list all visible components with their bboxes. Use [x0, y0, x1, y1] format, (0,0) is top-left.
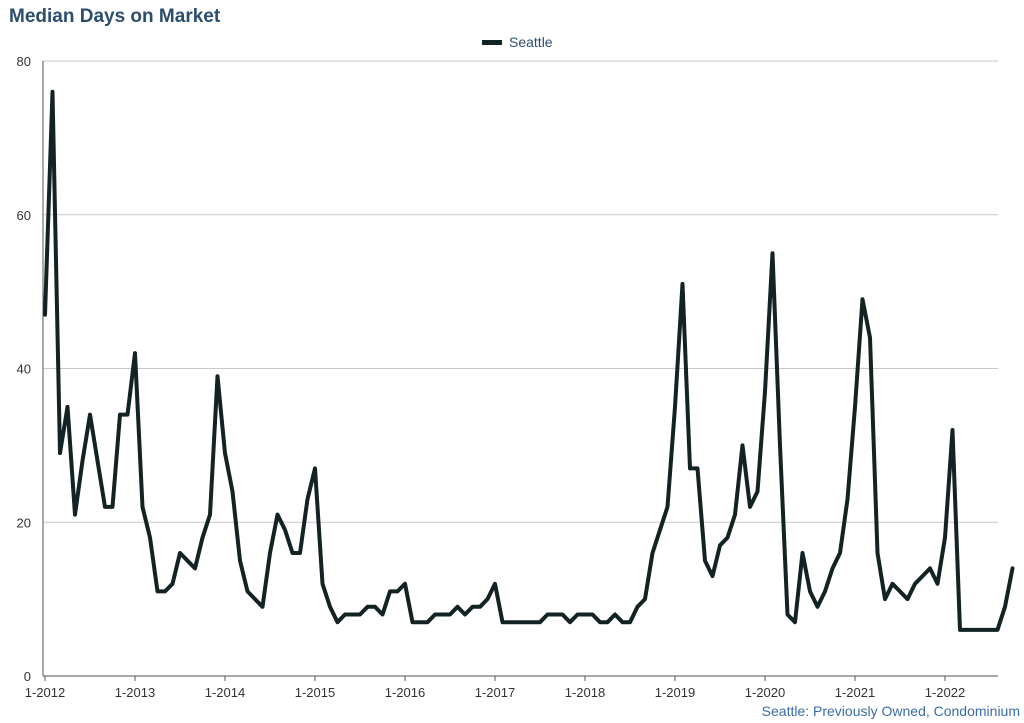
x-tick-label: 1-2016: [385, 685, 425, 700]
x-tick-label: 1-2015: [295, 685, 335, 700]
y-tick-label: 0: [24, 669, 31, 684]
x-tick-label: 1-2020: [745, 685, 785, 700]
legend-swatch: [482, 39, 502, 45]
x-tick-label: 1-2013: [115, 685, 155, 700]
y-tick-label: 20: [17, 515, 31, 530]
x-tick-label: 1-2022: [925, 685, 965, 700]
chart-footer: Seattle: Previously Owned, Condominium: [761, 703, 1020, 719]
legend-label: Seattle: [509, 34, 553, 50]
chart-title: Median Days on Market: [9, 6, 221, 27]
series-line: [43, 89, 1015, 632]
y-tick-label: 40: [17, 362, 31, 377]
x-tick-label: 1-2021: [835, 685, 875, 700]
x-tick-label: 1-2019: [655, 685, 695, 700]
x-tick-label: 1-2012: [25, 685, 65, 700]
y-tick-label: 60: [17, 208, 31, 223]
x-tick-label: 1-2018: [565, 685, 605, 700]
y-tick-label: 80: [17, 54, 31, 69]
legend: Seattle: [482, 34, 553, 50]
x-tick-label: 1-2014: [205, 685, 245, 700]
x-tick-label: 1-2017: [475, 685, 515, 700]
